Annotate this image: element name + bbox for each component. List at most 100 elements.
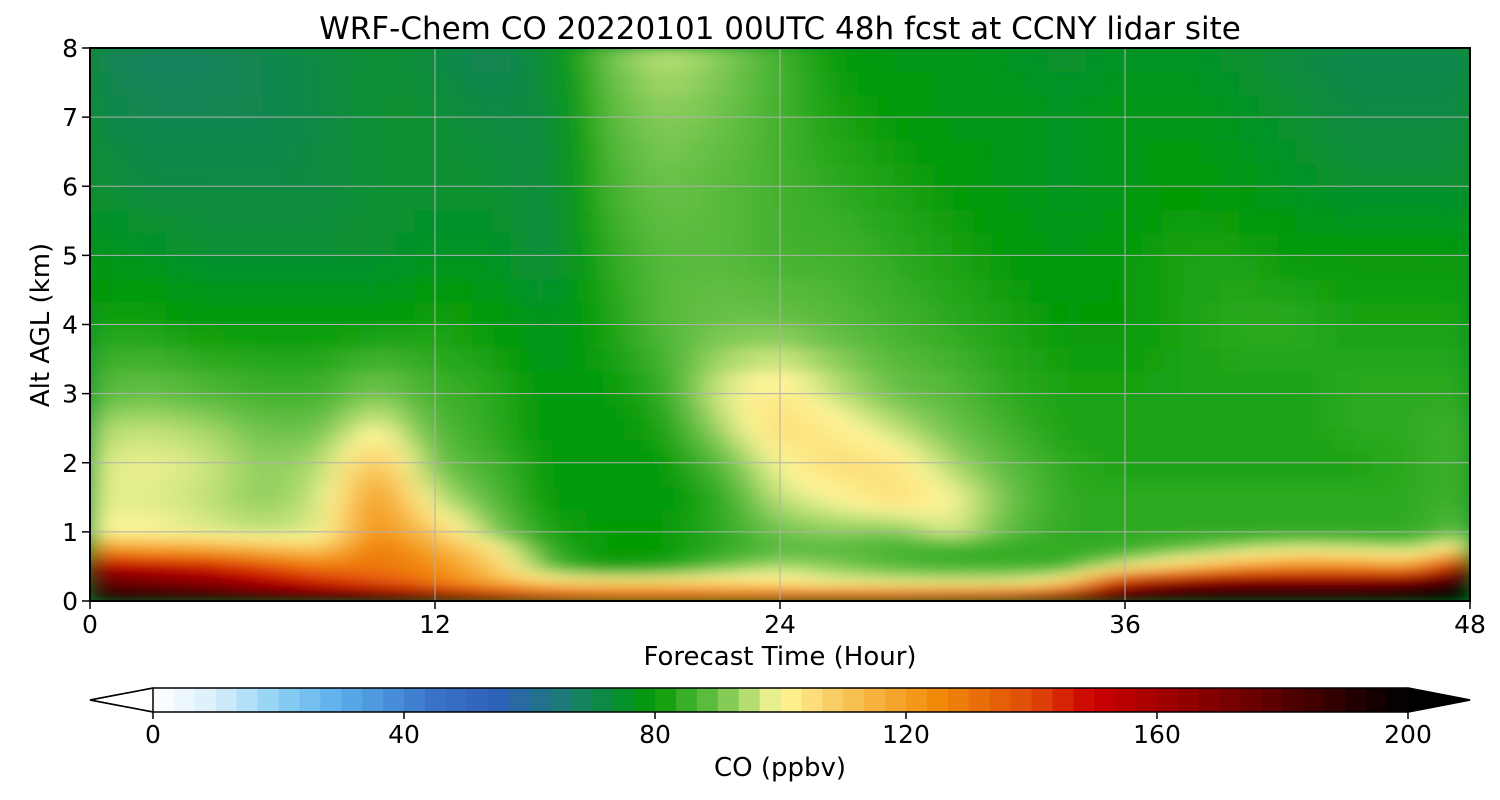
heatmap-cell [549,496,571,510]
heatmap-cell [127,519,149,533]
heatmap-cell [989,185,1011,211]
heatmap-cell [1373,484,1395,499]
heatmap-cell [1373,231,1395,257]
heatmap-cell [1009,548,1031,556]
heatmap-cell [1124,559,1146,568]
heatmap-cell [472,162,494,188]
heatmap-cell [587,392,609,407]
heatmap-cell [1449,300,1470,326]
heatmap-cell [261,93,283,119]
heatmap-cell [472,473,494,487]
heatmap-cell [434,450,456,464]
heatmap-cell [702,185,724,211]
heatmap-cell [894,450,916,464]
heatmap-cell [1162,553,1184,562]
heatmap-cell [1200,185,1222,211]
heatmap-cell [357,300,379,326]
heatmap-cell [740,582,762,591]
heatmap-cell [606,427,628,441]
x-tick-label: 0 [82,610,98,639]
heatmap-cell [568,519,590,533]
heatmap-cell [1047,519,1069,533]
heatmap-cell [625,461,647,476]
heatmap-cell [1047,548,1069,556]
heatmap-cell [740,548,762,556]
heatmap-cell [779,582,801,591]
heatmap-cell [491,571,513,579]
heatmap-cell [510,93,532,119]
heatmap-cell [970,162,992,188]
heatmap-cell [1009,300,1031,326]
heatmap-cell [606,594,628,601]
colorbar-segment [738,688,761,712]
heatmap-cell [798,553,820,562]
heatmap-cell [90,254,111,280]
heatmap-cell [414,70,436,95]
heatmap-cell [1104,571,1126,579]
heatmap-cell [1181,530,1203,539]
heatmap-cell [1124,473,1146,487]
heatmap-cell [434,208,456,234]
heatmap-cell [1392,162,1414,188]
heatmap-cell [664,116,686,142]
heatmap-cell [798,473,820,487]
heatmap-cell [1066,473,1088,487]
heatmap-cell [261,530,283,539]
heatmap-cell [606,536,628,545]
heatmap-cell [1047,139,1069,165]
y-tick-label: 0 [62,587,78,616]
heatmap-cell [1258,300,1280,326]
heatmap-cell [1047,48,1069,72]
heatmap-cell [1066,519,1088,533]
heatmap-cell [1047,208,1069,234]
heatmap-cell [606,571,628,579]
heatmap-cell [779,588,801,597]
heatmap-cell [1066,70,1088,95]
heatmap-cell [817,553,839,562]
heatmap-cell [855,461,877,476]
heatmap-cell [721,208,743,234]
heatmap-cell [319,461,341,476]
heatmap-cell [779,559,801,568]
heatmap-cell [644,530,666,539]
colorbar-segment [968,688,991,712]
heatmap-cell [874,594,896,601]
heatmap-cell [204,427,226,441]
heatmap-cell [951,323,973,349]
heatmap-cell [1181,392,1203,407]
heatmap-cell [510,542,532,551]
colorbar-segment [1010,688,1033,712]
heatmap-cell [1354,565,1376,574]
heatmap-cell [932,139,954,165]
heatmap-cell [1143,369,1165,395]
heatmap-cell [1124,438,1146,453]
heatmap-cell [491,346,513,372]
heatmap-cell [338,185,360,211]
colorbar-segment [947,688,970,712]
heatmap-cell [1430,323,1452,349]
heatmap-cell [1200,116,1222,142]
heatmap-cell [549,438,571,453]
heatmap-cell [1315,323,1337,349]
heatmap-cell [1392,323,1414,349]
heatmap-cell [376,185,398,211]
heatmap-cell [223,254,245,280]
heatmap-cell [855,473,877,487]
heatmap-cell [108,162,130,188]
heatmap-cell [549,427,571,441]
heatmap-cell [606,404,628,418]
heatmap-cell [894,588,916,597]
heatmap-cell [1296,139,1318,165]
heatmap-cell [817,116,839,142]
heatmap-cell [1143,427,1165,441]
heatmap-cell [529,582,551,591]
heatmap-cell [970,496,992,510]
heatmap-cell [817,507,839,522]
heatmap-cell [1009,404,1031,418]
heatmap-cell [1354,542,1376,551]
heatmap-cell [683,571,705,579]
heatmap-cell [1449,519,1470,533]
heatmap-cell [1047,427,1069,441]
heatmap-cell [1219,369,1241,395]
heatmap-cell [414,548,436,556]
